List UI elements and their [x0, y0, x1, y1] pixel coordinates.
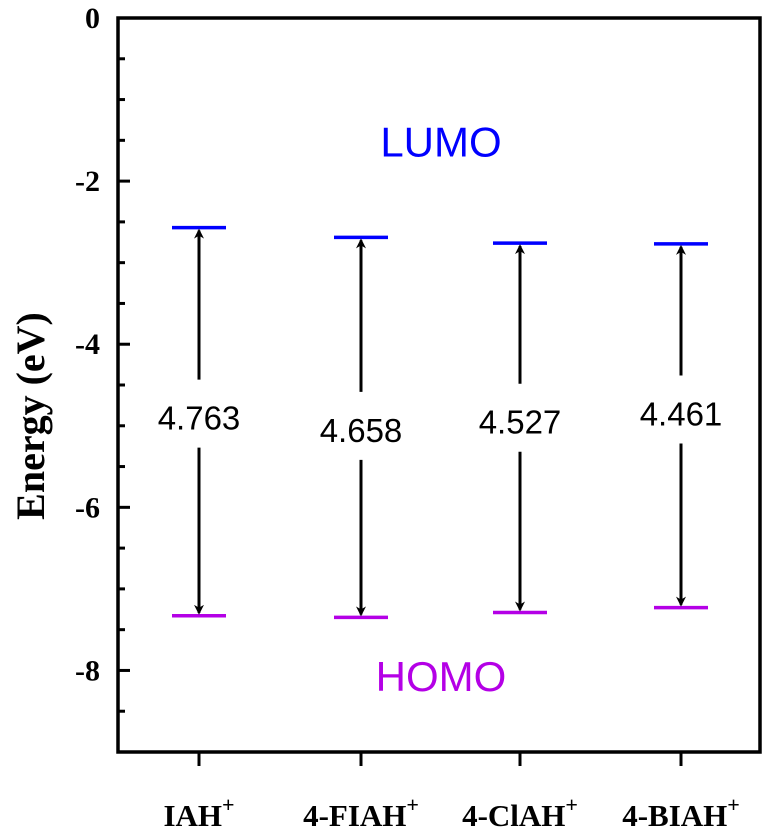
category-charge: +: [565, 792, 578, 817]
x-category-label: 4-ClAH+: [462, 792, 578, 833]
category-name: 4-BIAH: [622, 798, 727, 833]
lumo-label: LUMO: [380, 119, 501, 166]
gap-value-label: 4.763: [158, 400, 241, 437]
category-name: 4-ClAH: [462, 798, 565, 833]
gap-value-label: 4.658: [320, 412, 403, 449]
x-category-label: 4-FIAH+: [303, 792, 419, 833]
category-charge: +: [406, 792, 419, 817]
y-tick-label: -8: [75, 654, 100, 687]
x-category-label: 4-BIAH+: [622, 792, 740, 833]
category-charge: +: [222, 792, 235, 817]
homo-label: HOMO: [376, 653, 507, 700]
category-name: 4-FIAH: [303, 798, 406, 833]
y-tick-label: -2: [75, 165, 100, 198]
y-tick-label: 0: [85, 2, 100, 35]
x-axis-ticks: [197, 752, 683, 766]
gap-value-label: 4.461: [640, 396, 723, 433]
x-category-labels: IAH+ 4-FIAH+ 4-ClAH+ 4-BIAH+: [163, 792, 739, 833]
y-axis-ticks: 0 -2 -4 -6 -8: [75, 2, 130, 754]
y-tick-label: -4: [75, 328, 100, 361]
x-category-label: IAH+: [163, 792, 234, 833]
y-axis-title: Energy (eV): [8, 312, 53, 520]
gap-value-label: 4.527: [479, 404, 562, 441]
category-charge: +: [727, 792, 740, 817]
category-name: IAH: [163, 798, 222, 833]
gap-arrows: [194, 228, 686, 617]
energy-levels: [172, 225, 708, 620]
y-tick-label: -6: [75, 491, 100, 524]
gap-labels: 4.763 4.658 4.527 4.461: [158, 396, 723, 449]
